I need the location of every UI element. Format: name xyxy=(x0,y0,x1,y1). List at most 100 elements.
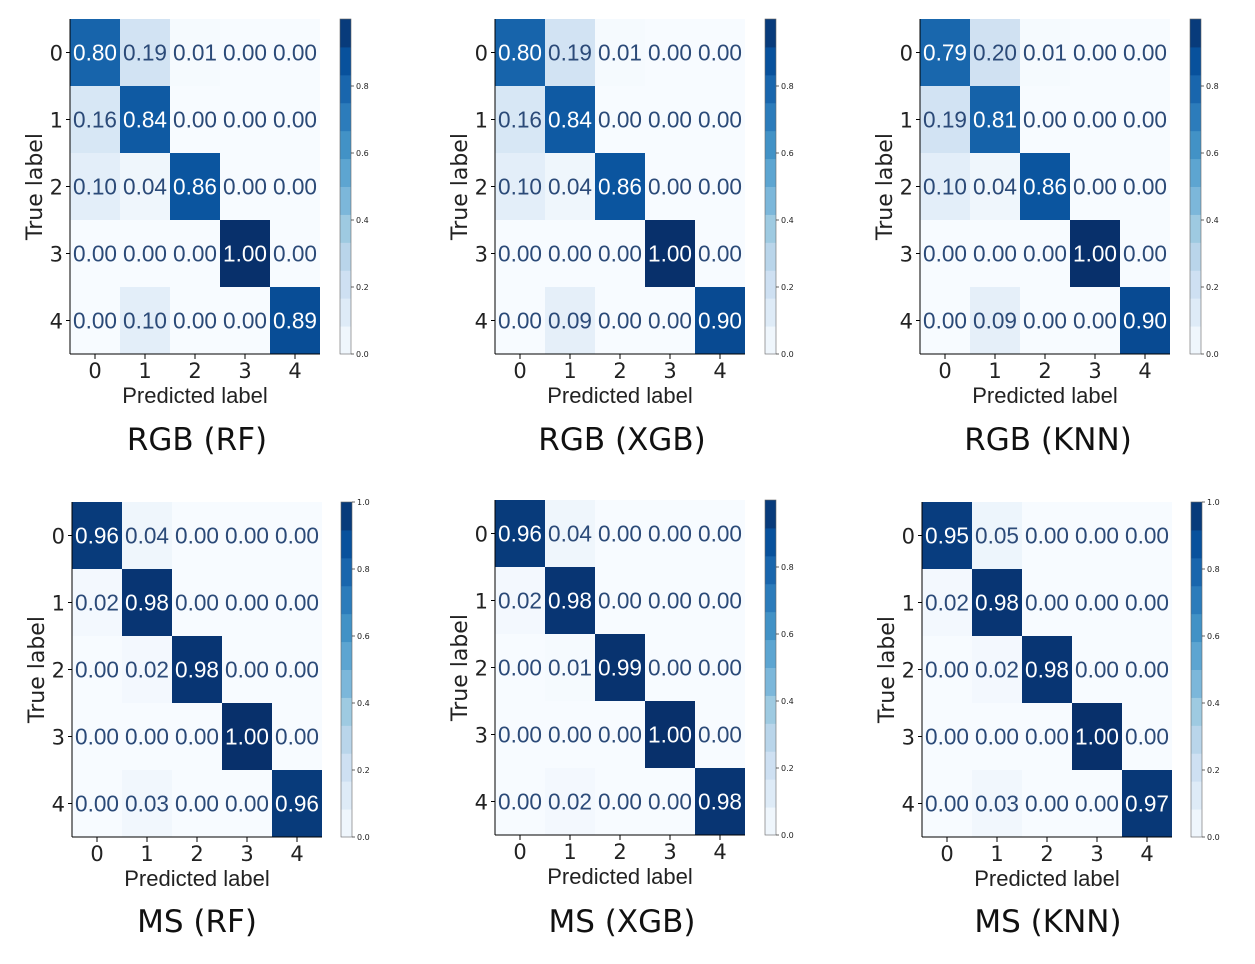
cell-value-label: 0.00 xyxy=(648,308,692,334)
cell-value-label: 1.00 xyxy=(223,241,267,267)
colorbar-segment xyxy=(765,298,776,327)
colorbar-tick-label: 1.0 xyxy=(357,498,370,507)
cell-value-label: 0.97 xyxy=(1125,791,1169,817)
heatmap-cell xyxy=(1022,770,1072,837)
cell-value-label: 0.98 xyxy=(548,588,592,614)
cell-value-label: 0.10 xyxy=(123,308,167,334)
heatmap-cell xyxy=(270,153,320,220)
y-tick-label: 4 xyxy=(52,793,65,817)
colorbar-segment xyxy=(341,557,352,587)
heatmap-cell xyxy=(220,287,270,354)
cell-value-label: 0.00 xyxy=(925,657,969,683)
cell-value-label: 0.00 xyxy=(698,655,742,681)
heatmap-cell xyxy=(172,770,222,837)
colorbar-segment xyxy=(341,502,352,531)
heatmap-cell xyxy=(645,287,695,354)
heatmap-cell xyxy=(695,153,745,220)
heatmap-cell xyxy=(120,220,170,287)
heatmap-cell xyxy=(695,86,745,153)
x-tick-label: 4 xyxy=(1138,359,1151,383)
cell-value-label: 0.00 xyxy=(75,657,119,683)
heatmap-cell xyxy=(170,153,220,220)
cell-value-label: 0.00 xyxy=(498,308,542,334)
cell-value-label: 0.00 xyxy=(225,523,269,549)
cell-value-label: 0.00 xyxy=(223,40,267,66)
cell-value-label: 1.00 xyxy=(648,241,692,267)
cell-value-label: 0.00 xyxy=(273,241,317,267)
heatmap-cell xyxy=(595,500,645,567)
cell-value-label: 0.00 xyxy=(1125,724,1169,750)
confusion-matrix: 0.96 0.04 0.00 0.00 0.000.02 0.98 0.00 0.00 0.00… xyxy=(25,498,370,891)
cell-value-label: 0.00 xyxy=(698,241,742,267)
heatmap-cell xyxy=(495,153,545,220)
panel-caption: RGB (RF) xyxy=(126,422,268,458)
cell-value-label: 0.00 xyxy=(1025,791,1069,817)
colorbar-tick-label: 0.4 xyxy=(357,699,370,708)
heatmap-cell xyxy=(695,287,745,354)
colorbar-tick-label: 1.0 xyxy=(1207,498,1220,507)
heatmap-cell xyxy=(1122,636,1172,703)
heatmap-cell xyxy=(272,636,322,703)
colorbar-tick-label: 0.4 xyxy=(781,216,794,225)
heatmap-cell xyxy=(70,19,120,86)
heatmap-cell xyxy=(1070,220,1120,287)
cell-value-label: 0.02 xyxy=(548,789,592,815)
heatmap-cell xyxy=(1020,19,1070,86)
x-tick-label: 4 xyxy=(288,359,301,383)
colorbar-segment xyxy=(765,555,776,585)
y-tick-label: 1 xyxy=(900,109,913,133)
cell-value-label: 0.00 xyxy=(973,241,1017,267)
heatmap-cell xyxy=(920,287,970,354)
y-tick-label: 3 xyxy=(475,243,488,267)
cell-value-label: 0.04 xyxy=(973,174,1017,200)
cell-value-label: 1.00 xyxy=(648,722,692,748)
cell-value-label: 0.00 xyxy=(1025,590,1069,616)
y-tick-label: 4 xyxy=(475,310,488,334)
heatmap-cell xyxy=(495,567,545,634)
x-tick-label: 3 xyxy=(663,840,676,864)
x-tick-label: 4 xyxy=(713,840,726,864)
heatmap-cell xyxy=(695,19,745,86)
cell-value-label: 0.96 xyxy=(498,521,542,547)
heatmap-cell xyxy=(1120,19,1170,86)
cell-value-label: 0.00 xyxy=(648,655,692,681)
colorbar-segment xyxy=(1191,669,1202,698)
cell-value-label: 0.04 xyxy=(548,174,592,200)
cell-value-label: 1.00 xyxy=(1075,724,1119,750)
y-axis-label: True label xyxy=(448,614,473,722)
cell-value-label: 0.00 xyxy=(698,40,742,66)
heatmap-cell xyxy=(72,569,122,636)
colorbar-segment xyxy=(765,214,776,243)
x-tick-label: 2 xyxy=(190,842,203,866)
confusion-matrix: 0.80 0.19 0.01 0.00 0.000.16 0.84 0.00 0.00 0.00… xyxy=(23,18,369,408)
colorbar-segment xyxy=(1190,74,1201,104)
cell-value-label: 0.04 xyxy=(125,523,169,549)
cell-value-label: 0.00 xyxy=(648,789,692,815)
heatmap-cell xyxy=(120,153,170,220)
cell-value-label: 0.86 xyxy=(598,174,642,200)
y-axis-label: True label xyxy=(25,616,50,724)
colorbar-segment xyxy=(341,585,352,615)
colorbar-tick-label: 0.0 xyxy=(356,350,369,359)
y-tick-label: 3 xyxy=(475,724,488,748)
heatmap-cell xyxy=(495,701,545,768)
heatmap-cell xyxy=(595,220,645,287)
cell-value-label: 0.16 xyxy=(73,107,117,133)
heatmap-cell xyxy=(270,220,320,287)
y-tick-label: 0 xyxy=(900,42,913,66)
heatmap-cell xyxy=(72,703,122,770)
colorbar-segment xyxy=(1191,613,1202,643)
heatmap-cell xyxy=(495,220,545,287)
heatmap-cell xyxy=(1072,703,1122,770)
cell-value-label: 0.00 xyxy=(648,521,692,547)
cell-value-label: 0.00 xyxy=(1025,724,1069,750)
colorbar-frame xyxy=(339,18,352,355)
cell-value-label: 0.00 xyxy=(223,174,267,200)
cell-value-label: 0.00 xyxy=(648,40,692,66)
heatmap-cell xyxy=(122,636,172,703)
colorbar-tick-label: 0.6 xyxy=(1207,632,1220,641)
heatmap-cell xyxy=(170,86,220,153)
cell-value-label: 0.00 xyxy=(598,588,642,614)
colorbar-segment xyxy=(340,46,351,76)
cell-value-label: 0.86 xyxy=(173,174,217,200)
